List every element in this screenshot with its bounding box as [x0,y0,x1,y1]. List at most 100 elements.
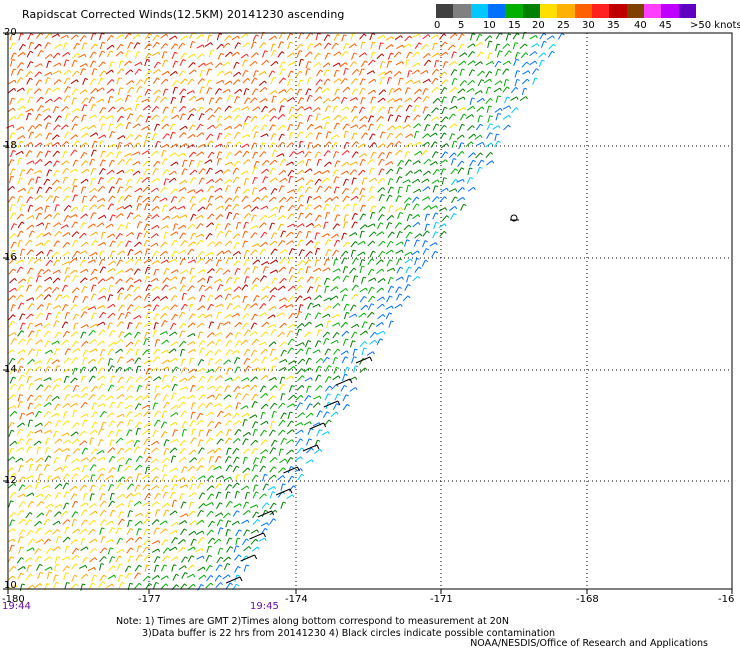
wind-barb [133,268,141,275]
wind-barb [280,349,287,357]
wind-barb [277,240,286,247]
wind-barb [153,268,160,276]
wind-barb [433,221,439,230]
wind-barb [314,178,322,186]
wind-barb [242,322,249,330]
wind-barb [468,69,476,77]
wind-barb [250,322,258,330]
wind-barb [169,322,177,330]
wind-barb [288,485,297,492]
wind-barb [324,393,331,401]
wind-barb [99,509,107,517]
wind-barb [234,150,243,156]
wind-barb [89,60,97,68]
wind-barb [9,203,16,212]
wind-barb [133,314,142,320]
wind-barb [198,394,206,401]
wind-barb [88,519,97,526]
wind-barb [44,150,52,158]
wind-barb [18,484,26,492]
wind-barb [259,142,266,150]
wind-barb [232,482,240,489]
wind-barb [323,258,330,266]
wind-barb [251,474,259,482]
wind-barb [107,106,116,113]
wind-barb [37,571,44,580]
wind-barb [109,240,116,248]
wind-barb [162,169,170,176]
wind-barb [189,457,198,463]
wind-barb [27,419,33,427]
wind-barb [332,276,341,282]
wind-barb [80,160,89,167]
wind-barb [250,232,258,239]
wind-barb [315,323,324,328]
wind-barb [100,123,106,131]
wind-barb [277,51,285,58]
wind-barb [71,473,79,480]
wind-barb [207,213,215,220]
wind-barb [188,449,197,456]
wind-barb [80,132,89,138]
wind-barb [207,537,216,544]
wind-barb [512,42,519,50]
wind-barb [143,447,150,455]
wind-barb [72,313,80,321]
wind-barb [177,152,186,157]
wind-barb [343,42,350,50]
wind-barb [127,41,134,49]
wind-barb [475,123,484,131]
wind-barb [161,59,169,67]
wind-barb [115,177,123,185]
wind-barb [440,87,448,94]
wind-barb [405,59,411,67]
wind-barb [169,70,178,76]
wind-barb [115,527,123,535]
wind-barb [116,413,125,418]
wind-barb [384,70,393,76]
wind-barb [180,52,188,60]
wind-barb [514,78,520,87]
scale-label: 10 [483,20,496,31]
wind-barb [369,142,377,149]
wind-barb [224,455,232,463]
wind-barb [279,376,286,384]
wind-barb [306,403,313,411]
wind-barb [378,194,385,202]
wind-barb [394,303,403,309]
wind-barb [161,374,168,382]
wind-barb [153,419,161,427]
wind-barb [521,61,530,68]
wind-barb [277,223,285,231]
wind-barb [484,35,493,42]
wind-barb [9,410,18,417]
wind-barb [413,96,422,103]
wind-barb [43,385,52,392]
wind-barb [16,68,24,76]
wind-barb [332,105,339,113]
wind-barb [304,340,312,348]
wind-barb [97,305,106,310]
wind-barb [134,582,142,589]
wind-barb [28,131,35,139]
wind-barb [240,339,249,346]
wind-barb [44,340,51,348]
wind-barb [322,313,331,318]
wind-barb [144,466,151,475]
wind-barb [510,96,519,101]
wind-barb [207,124,216,130]
wind-barb [17,330,25,337]
wind-barb [62,232,71,237]
wind-barb [206,385,216,390]
wind-barb [44,447,51,455]
wind-barb [105,115,114,120]
wind-barb [332,268,341,273]
wind-barb [223,556,231,563]
wind-barb [97,403,106,408]
wind-barb [8,295,16,301]
wind-barb [82,556,89,564]
wind-barb [106,79,115,86]
wind-barb [100,535,107,544]
wind-barb [432,123,440,131]
wind-barb [134,187,143,193]
